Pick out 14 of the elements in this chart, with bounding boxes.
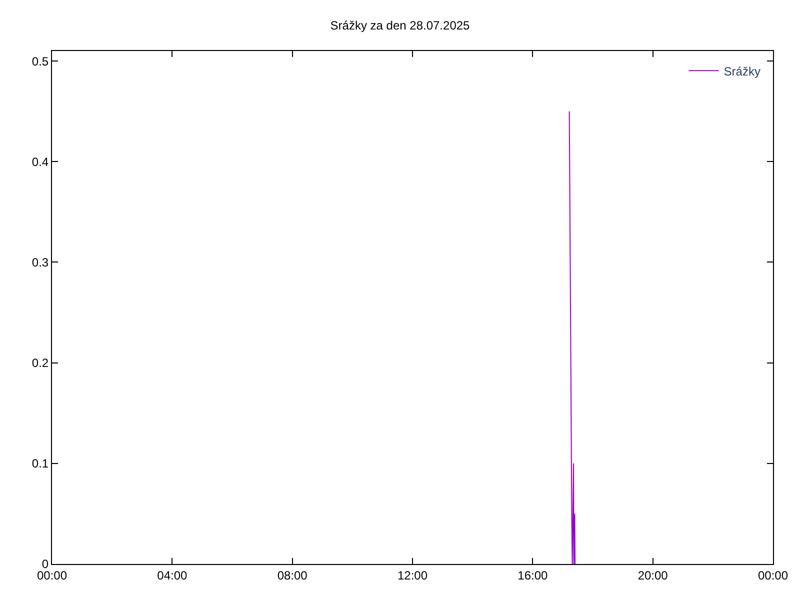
y-tick-label: 0.3 [32,255,49,270]
x-tick-label: 04:00 [157,568,188,582]
y-tick-label: 0.5 [32,54,49,68]
x-tick-label: 20:00 [638,568,668,582]
y-tick-label: 0.1 [32,456,49,471]
legend-label: Srážky [724,64,760,78]
y-tick-label: 0.2 [32,356,49,370]
x-tick-label: 00:00 [758,568,788,582]
x-tick-label: 08:00 [277,568,308,582]
y-tick-label: 0.4 [32,154,49,169]
chart-title: Srážky za den 28.07.2025 [330,18,470,32]
x-tick-label: 16:00 [518,568,548,582]
line-series [568,110,576,564]
x-tick-label: 12:00 [397,568,428,582]
